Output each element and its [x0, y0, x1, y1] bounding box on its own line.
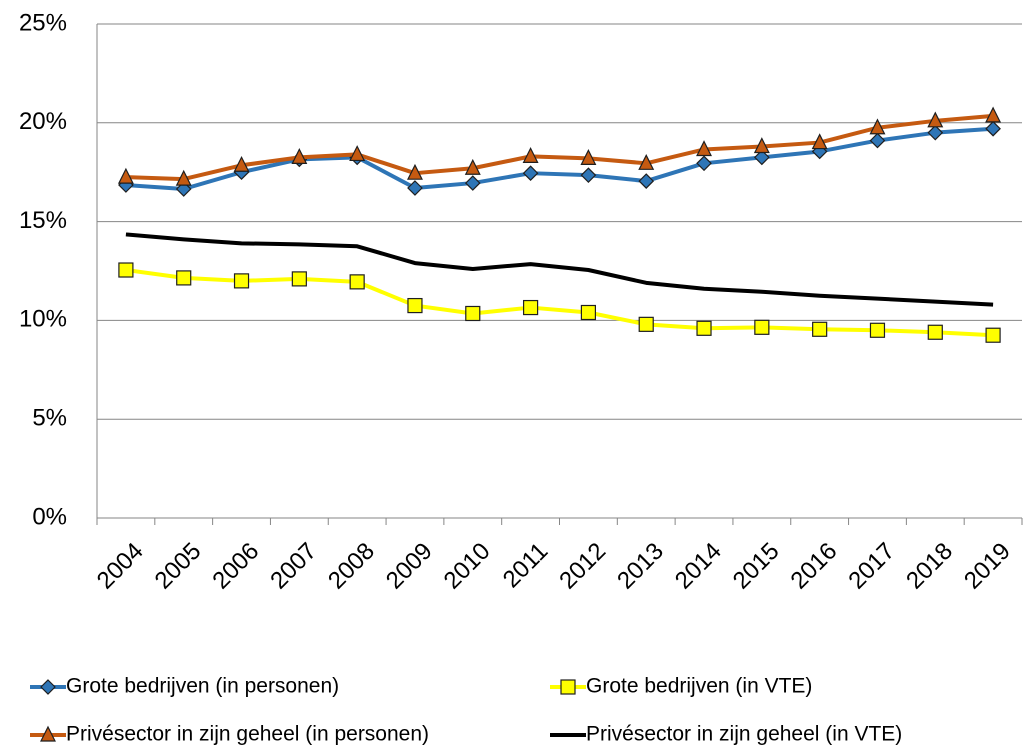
- x-tick-label: 2015: [728, 538, 785, 595]
- marker: [754, 319, 770, 335]
- marker: [696, 140, 713, 157]
- marker: [522, 299, 539, 316]
- x-tick-label: 2008: [323, 538, 380, 595]
- marker: [927, 111, 944, 128]
- legend-label: Grote bedrijven (in VTE): [586, 675, 812, 698]
- marker: [985, 327, 1001, 343]
- x-tick-label: 2011: [498, 538, 554, 594]
- x-tick-label: 2017: [843, 538, 900, 595]
- x-tick-label: 2004: [92, 538, 149, 595]
- y-tick-label: 0%: [32, 503, 67, 530]
- x-tick-label: 2009: [381, 538, 438, 595]
- marker: [580, 304, 597, 321]
- y-tick-label: 25%: [19, 9, 67, 36]
- series-line: [125, 126, 994, 191]
- marker: [291, 148, 308, 164]
- marker: [464, 175, 481, 191]
- marker: [811, 133, 828, 150]
- y-tick-label: 10%: [19, 306, 67, 333]
- marker: [696, 320, 712, 336]
- legend-label: Privésector in zijn geheel (in personen): [66, 723, 429, 746]
- marker: [291, 271, 307, 287]
- marker: [522, 147, 539, 163]
- marker: [176, 270, 192, 286]
- marker: [407, 180, 423, 196]
- marker: [753, 137, 770, 154]
- marker: [560, 679, 576, 695]
- legend-label: Grote bedrijven (in personen): [66, 675, 339, 698]
- marker: [40, 679, 56, 695]
- marker: [753, 149, 770, 166]
- marker: [580, 167, 597, 184]
- marker: [869, 118, 886, 135]
- marker: [407, 297, 423, 314]
- legend-label: Privésector in zijn geheel (in VTE): [586, 723, 902, 746]
- marker: [117, 167, 134, 184]
- x-tick-label: 2014: [670, 538, 727, 595]
- marker: [696, 155, 712, 172]
- marker: [638, 173, 655, 189]
- marker: [406, 163, 423, 180]
- marker: [464, 158, 481, 175]
- marker: [522, 165, 539, 182]
- x-tick-label: 2013: [612, 538, 669, 595]
- marker: [812, 321, 828, 337]
- x-tick-label: 2012: [554, 538, 611, 595]
- marker: [638, 153, 655, 170]
- marker: [985, 106, 1002, 123]
- x-tick-label: 2007: [265, 538, 322, 595]
- y-tick-label: 5%: [32, 405, 67, 432]
- marker: [869, 322, 886, 338]
- marker: [233, 155, 250, 172]
- marker: [118, 262, 134, 278]
- y-tick-label: 15%: [19, 207, 67, 234]
- x-tick-label: 2005: [150, 538, 207, 595]
- series-line: [125, 113, 994, 182]
- x-tick-label: 2006: [207, 538, 264, 595]
- marker: [233, 273, 250, 289]
- series-line: [125, 268, 994, 338]
- x-tick-label: 2018: [901, 538, 958, 595]
- marker: [638, 316, 654, 332]
- marker: [349, 145, 366, 162]
- x-tick-label: 2019: [959, 538, 1016, 595]
- x-tick-label: 2016: [786, 538, 843, 595]
- marker: [349, 274, 365, 290]
- marker: [40, 725, 56, 742]
- series-line: [125, 232, 994, 307]
- marker: [985, 120, 1001, 137]
- marker: [927, 124, 944, 141]
- x-tick-label: 2010: [439, 538, 496, 595]
- marker: [869, 132, 886, 149]
- marker: [175, 169, 192, 186]
- marker: [580, 149, 597, 165]
- y-tick-label: 20%: [19, 108, 67, 135]
- marker: [927, 324, 943, 340]
- marker: [465, 305, 481, 322]
